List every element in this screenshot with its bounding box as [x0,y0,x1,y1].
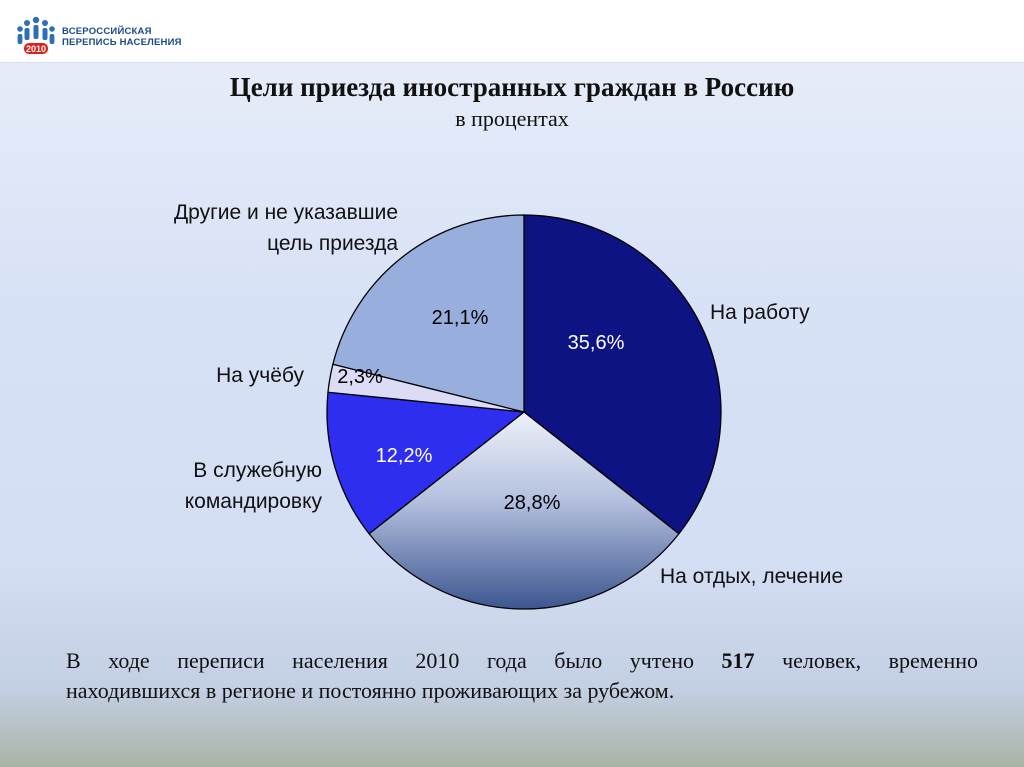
pie-slice-other [332,214,525,413]
value-label-rest: 28,8% [504,492,561,514]
category-label-rest-line: На отдых, лечение [660,565,843,588]
census-logo: 2010 ВСЕРОССИЙСКАЯ ПЕРЕПИСЬ НАСЕЛЕНИЯ [14,14,181,56]
logo-text-line2: ПЕРЕПИСЬ НАСЕЛЕНИЯ [62,37,182,48]
category-label-study-line: На учёбу [216,364,304,387]
footnote-number: 517 [721,648,755,673]
value-label-business: 12,2% [376,445,433,467]
category-label-work: На работу [710,301,810,324]
value-label-work: 35,6% [568,332,625,354]
category-label-rest: На отдых, лечение [660,565,843,588]
pie-slice-rest [368,411,680,610]
category-label-study: На учёбу [216,364,304,387]
pie-slice-business [326,391,526,535]
value-label-study: 2,3% [337,366,383,388]
category-label-business: В служебную командировку [185,459,323,513]
category-label-other-line: цель приезда [267,232,398,255]
footnote: В ходе переписи населения 2010 года было… [66,646,978,706]
category-label-business-line: В служебную [193,459,322,482]
category-label-other: Другие и не указавшие цель приезда [174,201,398,255]
logo-text-line1: ВСЕРОССИЙСКАЯ [62,26,152,37]
category-label-business-line: командировку [185,490,323,513]
chart-subtitle: в процентах [455,106,569,131]
header-bar: 2010 ВСЕРОССИЙСКАЯ ПЕРЕПИСЬ НАСЕЛЕНИЯ [0,0,1024,63]
logo-year: 2010 [26,44,46,54]
footnote-line2: находившихся в регионе и постоянно прожи… [66,678,675,703]
chart-title: Цели приезда иностранных граждан в Росси… [229,72,795,102]
census-logo-icon: 2010 [17,16,55,54]
category-label-work-line: На работу [710,301,810,324]
value-label-other: 21,1% [432,307,489,329]
footnote-line1: В ходе переписи населения 2010 года было… [66,646,978,676]
pie-slice-work [523,214,722,535]
footnote-text-before: В ходе переписи населения 2010 года было… [66,648,722,673]
category-label-other-line: Другие и не указавшие [174,201,398,224]
footnote-text-after: человек, временно [754,648,979,673]
